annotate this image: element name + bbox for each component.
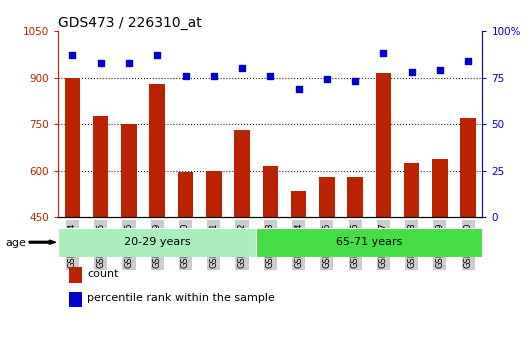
Bar	[256, 228, 482, 257]
Bar	[93, 117, 109, 217]
Point	[294, 86, 303, 91]
Point	[96, 60, 105, 66]
Bar	[291, 191, 306, 217]
Bar	[65, 78, 80, 217]
Point	[351, 79, 359, 84]
Text: age: age	[5, 238, 26, 248]
Point	[379, 51, 387, 56]
Text: GDS473 / 226310_at: GDS473 / 226310_at	[58, 16, 202, 30]
Point	[125, 60, 133, 66]
Bar	[206, 171, 222, 217]
Point	[436, 67, 444, 73]
Bar	[461, 118, 476, 217]
Bar	[234, 130, 250, 217]
Text: 20-29 years: 20-29 years	[124, 237, 191, 247]
Bar	[347, 177, 363, 217]
Point	[209, 73, 218, 79]
Bar	[262, 166, 278, 217]
Bar	[404, 163, 419, 217]
Bar	[178, 172, 193, 217]
Text: 65-71 years: 65-71 years	[336, 237, 402, 247]
Bar	[149, 85, 165, 217]
Point	[266, 73, 275, 79]
Point	[323, 77, 331, 82]
Point	[464, 58, 472, 63]
Text: count: count	[87, 269, 119, 279]
Bar	[121, 124, 137, 217]
Bar	[432, 159, 448, 217]
Point	[181, 73, 190, 79]
Bar	[319, 177, 334, 217]
Point	[408, 69, 416, 75]
Bar	[376, 73, 391, 217]
Text: percentile rank within the sample: percentile rank within the sample	[87, 294, 275, 303]
Point	[238, 66, 246, 71]
Bar	[58, 228, 256, 257]
Point	[153, 52, 162, 58]
Point	[68, 52, 77, 58]
